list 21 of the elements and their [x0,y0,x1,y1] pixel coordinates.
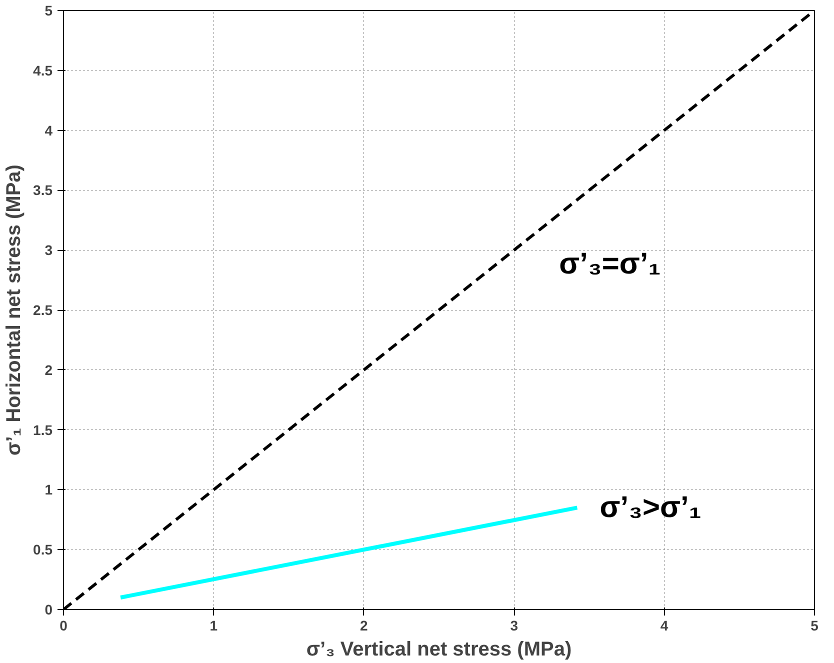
y-tick-label: 1 [44,482,53,498]
x-tick-label: 0 [60,618,68,634]
y-tick-label: 4 [44,122,53,138]
series-label: σ’₃=σ’₁ [559,248,661,281]
x-axis-title: σ’₃ Vertical net stress (MPa) [306,638,572,660]
y-tick-label: 0 [44,602,53,618]
y-tick-label: 3.5 [33,182,53,198]
y-tick-label: 2 [44,362,53,378]
x-tick-label: 1 [210,618,218,634]
y-tick-label: 1.5 [33,422,53,438]
y-tick-label: 5 [44,2,53,18]
x-tick-label: 3 [510,618,518,634]
y-tick-label: 3 [44,242,53,258]
series-label: σ’₃>σ’₁ [600,491,702,524]
y-axis-title: σ’₁ Horizontal net stress (MPa) [3,164,26,456]
y-tick-label: 4.5 [33,62,53,78]
x-tick-label: 2 [360,618,368,634]
x-tick-label: 4 [660,618,668,634]
y-tick-label: 0.5 [33,542,53,558]
y-tick-label: 2.5 [33,302,53,318]
x-tick-label: 5 [810,618,819,634]
